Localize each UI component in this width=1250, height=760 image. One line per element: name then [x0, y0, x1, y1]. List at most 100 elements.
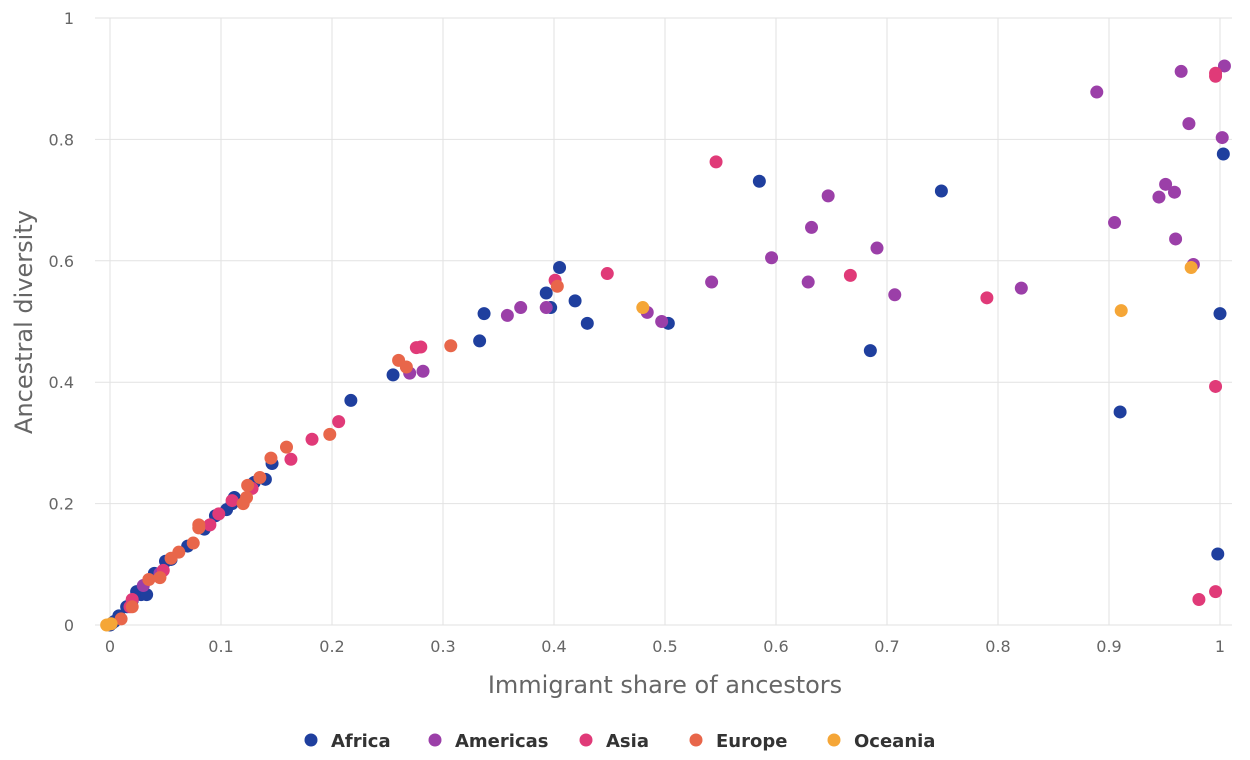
- legend-marker: [304, 733, 318, 747]
- y-tick-label: 0.8: [49, 130, 74, 149]
- data-point: [1169, 232, 1183, 246]
- data-point: [344, 393, 358, 407]
- x-tick-label: 0.2: [319, 637, 344, 656]
- legend-label: Europe: [716, 731, 787, 752]
- data-point: [765, 251, 779, 265]
- x-tick-label: 0.8: [985, 637, 1010, 656]
- data-point: [172, 545, 186, 559]
- data-point: [416, 364, 430, 378]
- data-point: [323, 427, 337, 441]
- data-point: [539, 286, 553, 300]
- data-point: [1014, 281, 1028, 295]
- data-point: [1152, 190, 1166, 204]
- data-point: [580, 316, 594, 330]
- y-tick-label: 0.6: [49, 252, 74, 271]
- legend-item-asia[interactable]: Asia: [579, 731, 649, 752]
- data-point: [870, 241, 884, 255]
- data-point: [805, 220, 819, 234]
- legend-item-africa[interactable]: Africa: [304, 731, 391, 752]
- data-point: [279, 440, 293, 454]
- y-tick-label: 0.2: [49, 495, 74, 514]
- data-point: [1159, 177, 1173, 191]
- data-point: [284, 452, 298, 466]
- series-oceania: [100, 260, 1198, 632]
- data-point: [1192, 593, 1206, 607]
- data-points: [100, 59, 1231, 632]
- data-point: [1113, 405, 1127, 419]
- data-point: [1184, 260, 1198, 274]
- data-point: [550, 279, 564, 293]
- data-point: [1167, 185, 1181, 199]
- legend-item-oceania[interactable]: Oceania: [827, 731, 936, 752]
- legend-label: Africa: [331, 731, 391, 752]
- data-point: [386, 368, 400, 382]
- x-tick-label: 0.9: [1096, 637, 1121, 656]
- data-point: [186, 536, 200, 550]
- x-tick-label: 0.1: [208, 637, 233, 656]
- y-tick-labels: 0 0.2 0.4 0.6 0.8 1: [49, 9, 74, 635]
- data-point: [225, 494, 239, 508]
- data-point: [241, 478, 255, 492]
- legend-item-americas[interactable]: Americas: [428, 731, 549, 752]
- data-point: [553, 260, 567, 274]
- data-point: [153, 571, 167, 585]
- legend-marker: [689, 733, 703, 747]
- legend: Africa Americas Asia Europe Oceania: [304, 731, 936, 752]
- data-point: [1209, 379, 1223, 393]
- data-point: [264, 451, 278, 465]
- data-point: [142, 572, 156, 586]
- data-point: [705, 275, 719, 289]
- legend-label: Americas: [455, 731, 548, 752]
- data-point: [473, 334, 487, 348]
- y-tick-label: 0.4: [49, 373, 74, 392]
- data-point: [1215, 131, 1229, 145]
- data-point: [253, 470, 267, 484]
- x-tick-label: 0.3: [430, 637, 455, 656]
- series-europe: [114, 279, 564, 626]
- data-point: [203, 518, 217, 532]
- data-point: [212, 507, 226, 521]
- data-point: [655, 315, 669, 328]
- data-point: [752, 174, 766, 188]
- data-point: [477, 307, 491, 321]
- data-point: [888, 288, 902, 302]
- data-point: [514, 301, 528, 315]
- y-gridlines: [95, 17, 1232, 626]
- data-point: [1182, 117, 1196, 131]
- x-tick-labels: 0 0.1 0.2 0.3 0.4 0.5 0.6 0.7 0.8 0.9 1: [105, 637, 1225, 656]
- data-point: [1174, 64, 1188, 78]
- series-africa: [103, 147, 1230, 632]
- data-point: [114, 612, 128, 626]
- x-tick-label: 0.7: [874, 637, 899, 656]
- legend-label: Asia: [606, 731, 649, 752]
- data-point: [801, 275, 815, 289]
- x-axis-title: Immigrant share of ancestors: [488, 671, 842, 699]
- x-tick-label: 1: [1215, 637, 1225, 656]
- x-tick-label: 0: [105, 637, 115, 656]
- data-point: [1090, 85, 1104, 99]
- data-point: [192, 518, 206, 532]
- legend-marker: [827, 733, 841, 747]
- y-tick-label: 0: [64, 616, 74, 635]
- data-point: [414, 340, 428, 354]
- x-tick-label: 0.5: [652, 637, 677, 656]
- data-point: [1213, 307, 1227, 321]
- data-point: [600, 267, 614, 281]
- data-point: [980, 291, 994, 305]
- legend-marker: [579, 733, 593, 747]
- data-point: [1108, 216, 1122, 230]
- series-asia: [123, 66, 1223, 614]
- legend-item-europe[interactable]: Europe: [689, 731, 788, 752]
- data-point: [1209, 585, 1223, 599]
- data-point: [104, 617, 118, 631]
- data-point: [709, 155, 723, 169]
- x-tick-label: 0.4: [541, 637, 566, 656]
- data-point: [1211, 547, 1225, 561]
- data-point: [539, 301, 553, 315]
- data-point: [125, 600, 139, 614]
- y-axis-title: Ancestral diversity: [10, 210, 38, 434]
- data-point: [821, 189, 835, 203]
- data-point: [636, 301, 650, 315]
- data-point: [1217, 59, 1231, 73]
